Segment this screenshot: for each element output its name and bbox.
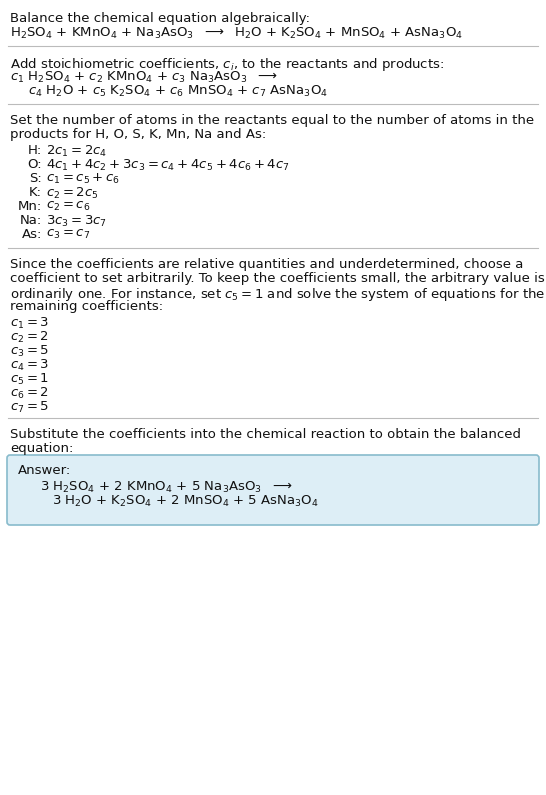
Text: Balance the chemical equation algebraically:: Balance the chemical equation algebraica… (10, 12, 310, 25)
Text: $c_6 = 2$: $c_6 = 2$ (10, 386, 49, 401)
Text: Set the number of atoms in the reactants equal to the number of atoms in the: Set the number of atoms in the reactants… (10, 114, 534, 127)
Text: $4 c_1 + 4 c_2 + 3 c_3 = c_4 + 4 c_5 + 4 c_6 + 4 c_7$: $4 c_1 + 4 c_2 + 3 c_3 = c_4 + 4 c_5 + 4… (46, 158, 290, 173)
Text: $3$ H$_2$SO$_4$ + $2$ KMnO$_4$ + $5$ Na$_3$AsO$_3$  $\longrightarrow$: $3$ H$_2$SO$_4$ + $2$ KMnO$_4$ + $5$ Na$… (40, 480, 292, 495)
Text: O:: O: (27, 158, 42, 171)
Text: $c_2 = c_6$: $c_2 = c_6$ (46, 200, 90, 213)
Text: Mn:: Mn: (18, 200, 42, 213)
Text: coefficient to set arbitrarily. To keep the coefficients small, the arbitrary va: coefficient to set arbitrarily. To keep … (10, 272, 545, 285)
Text: products for H, O, S, K, Mn, Na and As:: products for H, O, S, K, Mn, Na and As: (10, 128, 266, 141)
Text: As:: As: (22, 228, 42, 241)
Text: equation:: equation: (10, 442, 73, 455)
Text: $c_7 = 5$: $c_7 = 5$ (10, 400, 49, 415)
Text: $2 c_1 = 2 c_4$: $2 c_1 = 2 c_4$ (46, 144, 108, 159)
Text: $c_4$ H$_2$O + $c_5$ K$_2$SO$_4$ + $c_6$ MnSO$_4$ + $c_7$ AsNa$_3$O$_4$: $c_4$ H$_2$O + $c_5$ K$_2$SO$_4$ + $c_6$… (28, 84, 328, 99)
Text: $c_1 = c_5 + c_6$: $c_1 = c_5 + c_6$ (46, 172, 120, 186)
Text: Answer:: Answer: (18, 464, 71, 477)
Text: $c_2 = 2$: $c_2 = 2$ (10, 330, 49, 345)
Text: $c_3 = 5$: $c_3 = 5$ (10, 344, 49, 359)
Text: H:: H: (28, 144, 42, 157)
Text: $c_3 = c_7$: $c_3 = c_7$ (46, 228, 90, 241)
Text: $c_1 = 3$: $c_1 = 3$ (10, 316, 49, 331)
FancyBboxPatch shape (7, 455, 539, 525)
Text: $3$ H$_2$O + K$_2$SO$_4$ + $2$ MnSO$_4$ + $5$ AsNa$_3$O$_4$: $3$ H$_2$O + K$_2$SO$_4$ + $2$ MnSO$_4$ … (52, 494, 319, 509)
Text: ordinarily one. For instance, set $c_5 = 1$ and solve the system of equations fo: ordinarily one. For instance, set $c_5 =… (10, 286, 545, 303)
Text: remaining coefficients:: remaining coefficients: (10, 300, 163, 313)
Text: H$_2$SO$_4$ + KMnO$_4$ + Na$_3$AsO$_3$  $\longrightarrow$  H$_2$O + K$_2$SO$_4$ : H$_2$SO$_4$ + KMnO$_4$ + Na$_3$AsO$_3$ $… (10, 26, 463, 41)
Text: S:: S: (29, 172, 42, 185)
Text: $3 c_3 = 3 c_7$: $3 c_3 = 3 c_7$ (46, 214, 107, 229)
Text: K:: K: (29, 186, 42, 199)
Text: $c_1$ H$_2$SO$_4$ + $c_2$ KMnO$_4$ + $c_3$ Na$_3$AsO$_3$  $\longrightarrow$: $c_1$ H$_2$SO$_4$ + $c_2$ KMnO$_4$ + $c_… (10, 70, 278, 85)
Text: $c_4 = 3$: $c_4 = 3$ (10, 358, 49, 373)
Text: Na:: Na: (20, 214, 42, 227)
Text: Substitute the coefficients into the chemical reaction to obtain the balanced: Substitute the coefficients into the che… (10, 428, 521, 441)
Text: Add stoichiometric coefficients, $c_i$, to the reactants and products:: Add stoichiometric coefficients, $c_i$, … (10, 56, 444, 73)
Text: $c_2 = 2 c_5$: $c_2 = 2 c_5$ (46, 186, 98, 201)
Text: Since the coefficients are relative quantities and underdetermined, choose a: Since the coefficients are relative quan… (10, 258, 524, 271)
Text: $c_5 = 1$: $c_5 = 1$ (10, 372, 49, 387)
